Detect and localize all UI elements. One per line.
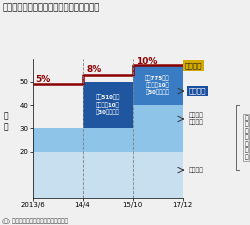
Text: 年収775万円
以下なら10万
～50万円給付: 年収775万円 以下なら10万 ～50万円給付 [145,75,170,95]
Text: 消費税率: 消費税率 [185,62,202,69]
Text: 消費増税時の住宅ローン利用者の負担軽減: 消費増税時の住宅ローン利用者の負担軽減 [2,3,100,12]
Y-axis label: 万
円: 万 円 [3,112,8,131]
Text: 住
宅
ロ
ー
ン
減
税: 住 宅 ロ ー ン 減 税 [244,115,248,160]
Text: (注) 住宅ローン減税は年間の最大控除額: (注) 住宅ローン減税は年間の最大控除額 [2,218,68,224]
Text: 10%: 10% [136,57,158,66]
Text: 年収510万円
以下なら10万
～30万円給付: 年収510万円 以下なら10万 ～30万円給付 [95,95,120,115]
Text: 一般住宅: 一般住宅 [189,167,204,173]
Text: 現金給付: 現金給付 [189,88,206,94]
Text: 長期優良
住宅など: 長期優良 住宅など [189,113,204,125]
Text: 5%: 5% [35,75,50,84]
Text: 8%: 8% [86,65,102,74]
